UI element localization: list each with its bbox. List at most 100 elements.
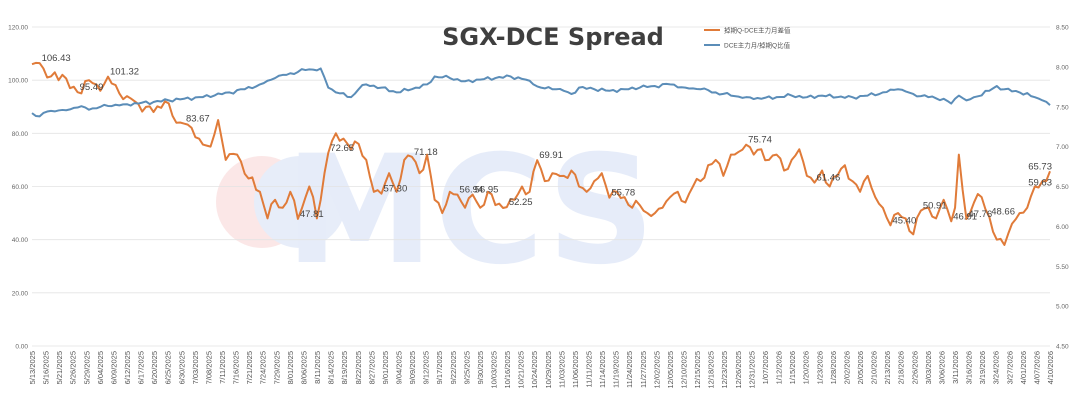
legend-label-spread: 掉期Q-DCE主力月差值 [724,26,791,35]
data-label: 45.40 [892,215,916,226]
data-label: 95.49 [80,82,104,93]
x-tick-label: 10/03/2025 [489,351,498,389]
x-tick-label: 5/29/2025 [82,351,91,384]
x-tick-label: 9/04/2025 [394,351,403,384]
right-y-tick-label: 4.50 [1056,344,1069,351]
x-tick-label: 8/01/2025 [286,351,295,384]
x-tick-label: 12/10/2025 [680,351,689,389]
x-tick-label: 9/12/2025 [422,351,431,384]
legend-label-ratio: DCE主力月/掉期Q比值 [724,41,791,50]
x-tick-label: 3/24/2026 [992,351,1001,384]
x-tick-label: 3/03/2026 [924,351,933,384]
x-axis: 5/13/2025 5/16/2025 5/21/2025 5/26/2025 5/29… [28,351,1055,389]
x-tick-label: 9/25/2025 [462,351,471,384]
right-y-tick-label: 5.00 [1056,304,1069,311]
x-tick-label: 8/19/2025 [340,351,349,384]
data-label: 57.30 [383,184,407,195]
left-y-axis: 0.00 20.00 40.00 60.00 80.00 100.00 120.00 [8,25,28,351]
data-label: 71.18 [414,147,438,158]
x-tick-label: 3/16/2026 [965,351,974,384]
x-tick-label: 10/16/2025 [503,351,512,389]
legend-item-ratio: DCE主力月/掉期Q比值 [704,41,791,50]
x-tick-label: 1/20/2026 [802,351,811,384]
data-label: 101.32 [110,67,139,78]
x-tick-label: 11/24/2025 [625,351,634,388]
x-tick-label: 7/24/2025 [259,351,268,384]
x-tick-label: 9/30/2025 [476,351,485,384]
x-tick-label: 6/25/2025 [164,351,173,384]
x-tick-label: 3/27/2026 [1005,351,1014,384]
data-label: 56.94 [459,185,483,196]
left-y-tick-label: 100.00 [8,78,28,85]
left-y-tick-label: 80.00 [12,131,29,138]
data-label: 61.46 [816,173,840,184]
data-labels: 106.43 95.49 101.32 83.67 47.81 72.65 57.30 71.… [42,53,1052,226]
left-y-tick-label: 20.00 [12,290,29,297]
data-label: 55.78 [611,188,635,199]
x-tick-label: 2/26/2026 [910,351,919,384]
x-tick-label: 8/11/2025 [313,351,322,384]
x-tick-label: 11/11/2025 [585,351,594,387]
right-y-tick-label: 5.50 [1056,264,1069,271]
x-tick-label: 7/08/2025 [204,351,213,384]
data-label: 106.43 [42,53,71,64]
x-tick-label: 4/01/2026 [1019,351,1028,384]
watermark-logo: MCS [216,124,655,298]
data-label: 47.76 [968,209,992,220]
right-y-tick-label: 8.00 [1056,64,1069,71]
x-tick-label: 2/10/2026 [870,351,879,384]
x-tick-label: 1/23/2026 [815,351,824,384]
x-tick-label: 11/03/2025 [557,351,566,388]
x-tick-label: 4/10/2026 [1046,351,1055,384]
chart-title: SGX-DCE Spread [442,23,664,51]
x-tick-label: 3/06/2026 [937,351,946,384]
right-y-tick-label: 6.00 [1056,224,1069,231]
x-tick-label: 6/12/2025 [123,351,132,384]
data-label: 59.63 [1028,177,1052,188]
x-tick-label: 9/01/2025 [381,351,390,384]
series-lines [31,61,1051,246]
x-tick-label: 12/15/2025 [693,351,702,389]
x-tick-label: 12/26/2025 [734,351,743,389]
data-label: 56.95 [475,185,499,196]
legend: 掉期Q-DCE主力月差值 DCE主力月/掉期Q比值 [704,26,791,50]
left-y-tick-label: 120.00 [8,25,28,32]
right-y-tick-label: 7.50 [1056,104,1069,111]
data-label: 48.66 [991,207,1015,218]
x-tick-label: 8/06/2025 [299,351,308,384]
x-tick-label: 8/14/2025 [327,351,336,384]
x-tick-label: 2/18/2026 [897,351,906,384]
x-tick-label: 9/09/2025 [408,351,417,384]
x-tick-label: 11/14/2025 [598,351,607,388]
x-tick-label: 4/07/2026 [1032,351,1041,384]
data-label: 47.81 [300,209,324,220]
x-tick-label: 6/04/2025 [96,351,105,384]
x-tick-label: 1/15/2026 [788,351,797,384]
x-tick-label: 11/06/2025 [571,351,580,388]
left-y-tick-label: 60.00 [12,184,29,191]
x-tick-label: 1/12/2026 [775,351,784,384]
data-label: 50.91 [923,201,947,212]
x-tick-label: 10/24/2025 [530,351,539,389]
x-tick-label: 7/03/2025 [191,351,200,384]
series-line-spread [31,61,1051,246]
x-tick-label: 7/21/2025 [245,351,254,384]
data-label: 46.91 [953,211,977,222]
data-label: 75.74 [748,135,772,146]
right-y-axis: 4.50 5.00 5.50 6.00 6.50 7.00 7.50 8.00 8.50 [1056,25,1069,351]
x-tick-label: 2/13/2026 [883,351,892,384]
left-y-tick-label: 40.00 [12,237,29,244]
x-tick-label: 8/27/2025 [367,351,376,384]
x-tick-label: 5/13/2025 [28,351,37,384]
x-tick-label: 5/21/2025 [55,351,64,384]
data-label: 83.67 [186,114,210,125]
x-tick-label: 12/18/2025 [707,351,716,389]
data-label: 65.73 [1028,161,1052,172]
series-line-ratio [31,67,1051,118]
x-tick-label: 7/16/2025 [232,351,241,384]
x-tick-label: 7/29/2025 [272,351,281,384]
x-tick-label: 10/29/2025 [544,351,553,389]
x-tick-label: 3/11/2026 [951,351,960,384]
gridlines [32,26,1050,347]
data-label: 52.25 [509,197,533,208]
